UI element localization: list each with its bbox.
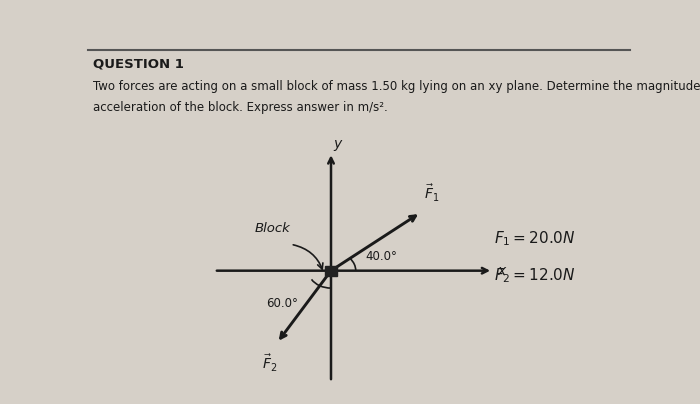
Text: $\vec{F}_2$: $\vec{F}_2$ [262, 353, 277, 374]
Text: 40.0°: 40.0° [365, 250, 397, 263]
Text: Block: Block [255, 223, 290, 236]
Text: Two forces are acting on a small block of mass 1.50 kg lying on an xy plane. Det: Two forces are acting on a small block o… [93, 80, 700, 93]
Text: 60.0°: 60.0° [266, 297, 298, 310]
Text: $\vec{F}_1$: $\vec{F}_1$ [424, 183, 439, 204]
Text: $F_1 = 20.0N$: $F_1 = 20.0N$ [494, 229, 576, 248]
Text: y: y [333, 137, 342, 151]
Text: x: x [498, 264, 505, 278]
Text: acceleration of the block. Express answer in m/s².: acceleration of the block. Express answe… [93, 101, 388, 114]
Bar [325, 266, 337, 276]
Text: $F_2 = 12.0N$: $F_2 = 12.0N$ [494, 266, 576, 285]
Text: QUESTION 1: QUESTION 1 [93, 58, 184, 71]
